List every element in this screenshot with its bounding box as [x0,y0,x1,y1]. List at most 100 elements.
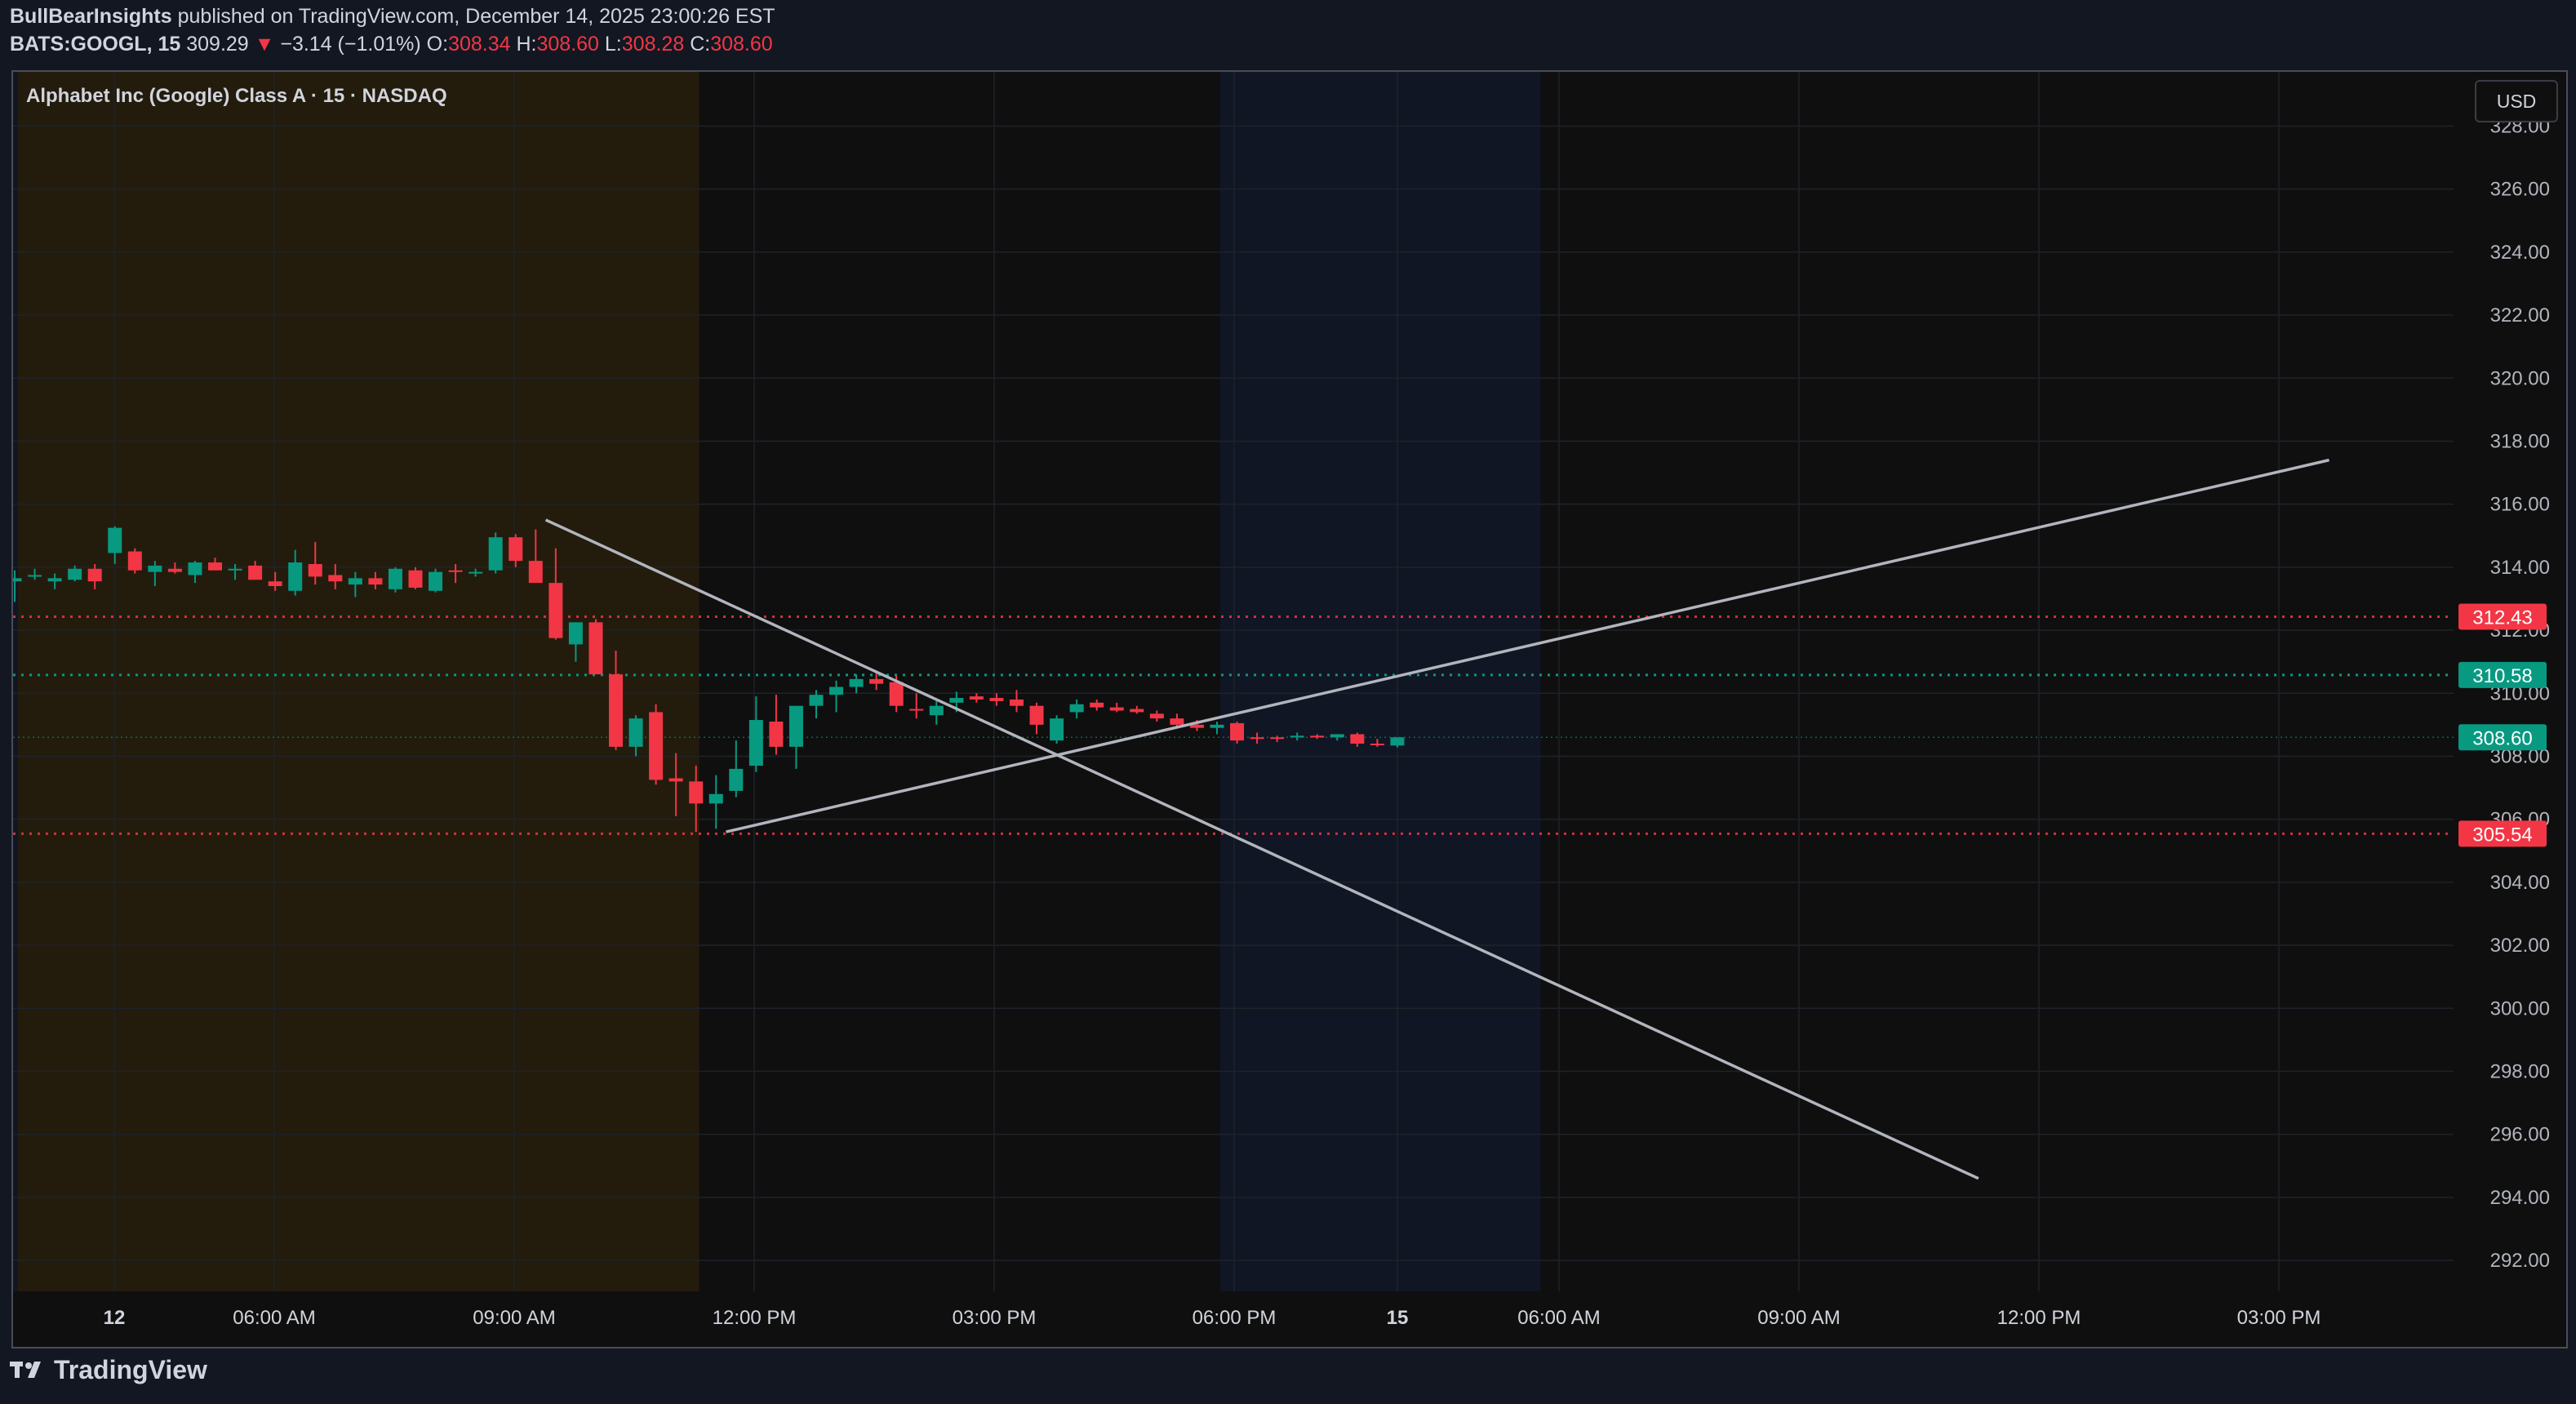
price-axis-label-bg [2458,820,2547,847]
price-axis-label-bg [2458,661,2547,688]
candle-body [1390,737,1405,746]
candle-body [1189,724,1204,728]
symbol-ohlc-line: BATS:GOOGL, 15 309.29 ▼ −3.14 (−1.01%) O… [10,33,773,56]
candle [469,568,483,577]
candle-body [1310,735,1325,738]
candle [1010,690,1024,713]
y-tick-label: 302.00 [2490,935,2550,957]
candle-body [769,721,784,747]
candle-body [729,768,744,791]
candle-body [208,562,222,571]
price-axis-label: 310.58 [2458,661,2547,688]
candle-body [1149,713,1164,719]
currency-button[interactable]: USD [2475,80,2558,122]
candle [549,548,563,640]
candle [1310,734,1325,740]
open-value: 308.34 [448,33,511,56]
candle [448,563,463,584]
low-value: 308.28 [621,33,685,56]
candle [689,766,704,833]
candle [308,541,322,585]
candle [1130,705,1144,714]
candle [429,568,443,593]
candle-body [1090,702,1104,708]
candle-body [1029,705,1044,725]
candle [488,532,503,574]
candle-body [108,527,122,553]
candle-body [869,678,884,684]
candle [87,563,102,589]
candle-body [308,563,322,577]
candle [528,529,543,584]
candle-body [68,568,82,580]
candle [288,549,303,596]
candle [1350,732,1365,747]
candle [588,619,603,675]
candle-body [628,718,643,747]
candle [1069,699,1084,719]
candle [68,565,82,582]
y-tick-label: 294.00 [2490,1187,2550,1209]
candle [1210,721,1224,735]
candle-body [1370,744,1384,746]
tradingview-brand: TradingView [54,1355,207,1384]
candle [729,740,744,798]
candle-body [909,709,924,711]
candle [509,534,523,567]
candle [708,775,723,829]
price-chart[interactable]: 292.00 294.00 296.00 298.00 300.00 302.00 304.… [13,72,2566,1347]
candle-body [188,562,202,575]
close-label: C: [690,33,711,56]
low-label: L: [604,33,622,56]
candle-body [1170,718,1184,725]
candle-body [809,695,824,706]
candle [328,563,343,589]
price-axis-label-text: 312.43 [2472,606,2532,629]
candle-body [448,570,463,572]
candle [748,696,763,772]
postmarket-session-band [1220,72,1541,1291]
down-arrow-icon: ▼ [254,33,275,56]
candle-body [1230,722,1245,741]
candle-body [668,778,683,782]
price-axis-label: 305.54 [2458,820,2547,847]
y-tick-label: 320.00 [2490,367,2550,389]
y-tick-label: 292.00 [2490,1250,2550,1272]
price-axis-label: 308.60 [2458,724,2547,751]
candle [1109,702,1124,713]
postmarket-session-band [13,72,18,1291]
candle [47,573,62,589]
chart-title: Alphabet Inc (Google) Class A · 15 · NAS… [26,85,447,107]
symbol-label[interactable]: BATS:GOOGL, 15 [10,33,181,56]
candle [628,715,643,757]
published-text: published on TradingView.com, December 1… [171,5,775,28]
candle-body [849,678,864,687]
tradingview-logo[interactable]: TradingView [10,1355,207,1385]
open-label: O: [426,33,449,56]
chart-area[interactable]: 292.00 294.00 296.00 298.00 300.00 302.00 304.… [11,70,2568,1348]
candle-body [47,578,62,582]
candle [348,571,362,598]
candle [1390,737,1405,748]
publish-info: BullBearInsights published on TradingVie… [10,5,775,29]
candle [108,526,122,564]
candle-body [509,537,523,562]
candle-body [708,793,723,804]
candle [969,693,984,703]
tradingview-logo-icon [10,1361,41,1378]
candle-body [167,568,182,572]
candle [1250,732,1264,744]
candle-body [1350,734,1365,744]
x-tick-label: 12:00 PM [1997,1307,2081,1329]
candle-body [368,578,383,585]
x-tick-label: 12 [104,1307,126,1329]
author-name[interactable]: BullBearInsights [10,5,172,28]
candle-body [429,571,443,591]
candle [668,753,683,816]
candle-body [748,720,763,766]
candle-body [1270,737,1285,740]
y-tick-label: 322.00 [2490,304,2550,327]
price-axis-label-bg [2458,603,2547,630]
candle-body [1050,718,1064,741]
x-tick-label: 15 [1387,1307,1409,1329]
